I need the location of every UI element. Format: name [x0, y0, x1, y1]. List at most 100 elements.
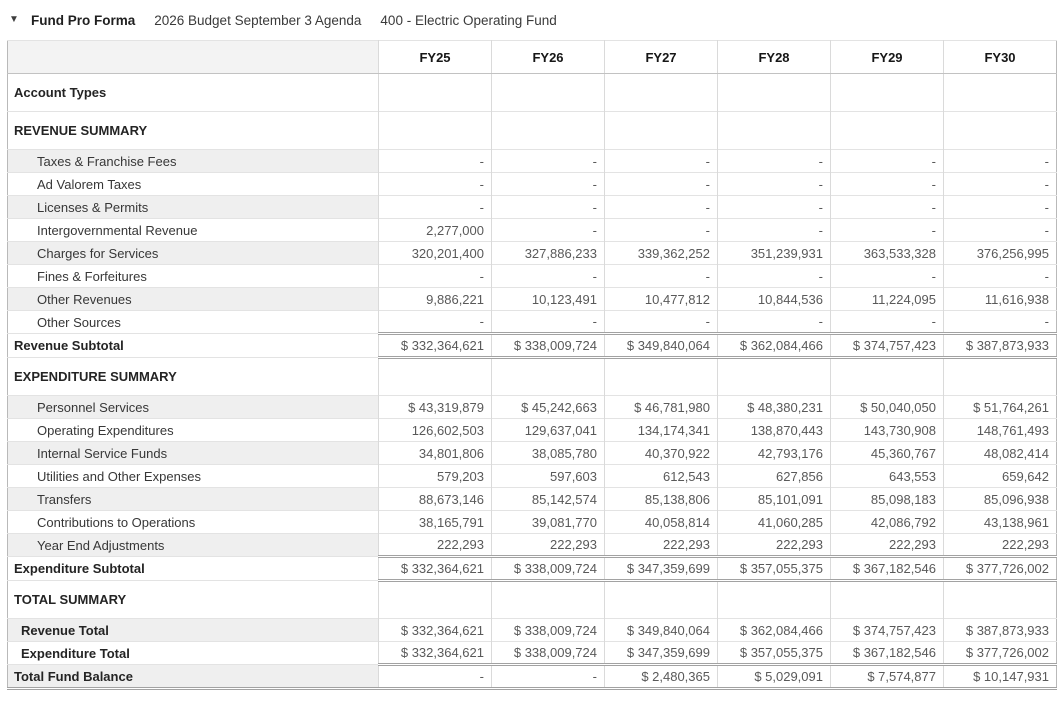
- value-cell: -: [491, 310, 605, 334]
- value-cell: -: [604, 149, 718, 173]
- value-cell: 43,138,961: [943, 510, 1057, 534]
- value-cell: $ 347,359,699: [604, 641, 718, 665]
- row-label: Expenditure Total: [7, 641, 379, 665]
- value-cell: 85,096,938: [943, 487, 1057, 511]
- value-cell: 222,293: [830, 533, 944, 557]
- value-cell: -: [717, 195, 831, 219]
- value-cell: -: [604, 172, 718, 196]
- table-row: Personnel Services $ 43,319,879 $ 45,242,6…: [7, 395, 1057, 419]
- row-label: Transfers: [7, 487, 379, 511]
- value-cell: 42,793,176: [717, 441, 831, 465]
- value-cell: 88,673,146: [378, 487, 492, 511]
- value-cell: -: [604, 264, 718, 288]
- value-cell: -: [943, 172, 1057, 196]
- value-cell: 129,637,041: [491, 418, 605, 442]
- column-header: FY29: [830, 40, 944, 74]
- table-row: Ad Valorem Taxes - - - - - -: [7, 172, 1057, 196]
- value-cell: -: [491, 663, 605, 690]
- value-cell: [830, 580, 944, 619]
- value-cell: 627,856: [717, 464, 831, 488]
- column-header: FY27: [604, 40, 718, 74]
- table-row: Transfers 88,673,146 85,142,574 85,138,806 8…: [7, 487, 1057, 511]
- row-label: Operating Expenditures: [7, 418, 379, 442]
- value-cell: 320,201,400: [378, 241, 492, 265]
- value-cell: $ 367,182,546: [830, 555, 944, 582]
- value-cell: 222,293: [717, 533, 831, 557]
- value-cell: 10,844,536: [717, 287, 831, 311]
- row-label: Fines & Forfeitures: [7, 264, 379, 288]
- table-row: Intergovernmental Revenue 2,277,000- - - - -: [7, 218, 1057, 242]
- budget-context-label: 2026 Budget September 3 Agenda: [154, 12, 362, 28]
- value-cell: 643,553: [830, 464, 944, 488]
- value-cell: 85,098,183: [830, 487, 944, 511]
- value-cell: 39,081,770: [491, 510, 605, 534]
- column-header: FY30: [943, 40, 1057, 74]
- value-cell: [604, 580, 718, 619]
- value-cell: [491, 111, 605, 150]
- value-cell: [604, 357, 718, 396]
- value-cell: $ 357,055,375: [717, 641, 831, 665]
- value-cell: 45,360,767: [830, 441, 944, 465]
- value-cell: $ 362,084,466: [717, 332, 831, 359]
- row-label: Charges for Services: [7, 241, 379, 265]
- value-cell: [943, 357, 1057, 396]
- table-row: Revenue Total $ 332,364,621 $ 338,009,724 $…: [7, 618, 1057, 642]
- value-cell: -: [491, 195, 605, 219]
- value-cell: 10,477,812: [604, 287, 718, 311]
- table-row: REVENUE SUMMARY: [7, 111, 1057, 150]
- row-label: Licenses & Permits: [7, 195, 379, 219]
- value-cell: $ 48,380,231: [717, 395, 831, 419]
- table-row: Revenue Subtotal $ 332,364,621 $ 338,009,7…: [7, 332, 1057, 359]
- row-label: Revenue Total: [7, 618, 379, 642]
- pro-forma-grid-container: FY25 FY26 FY27 FY28 FY29 FY30 Account Types RE…: [0, 40, 1062, 690]
- value-cell: -: [378, 195, 492, 219]
- value-cell: [943, 73, 1057, 112]
- column-header: FY28: [717, 40, 831, 74]
- value-cell: 659,642: [943, 464, 1057, 488]
- value-cell: 48,082,414: [943, 441, 1057, 465]
- value-cell: $ 5,029,091: [717, 663, 831, 690]
- value-cell: -: [943, 149, 1057, 173]
- value-cell: 222,293: [378, 533, 492, 557]
- table-row: Taxes & Franchise Fees - - - - - -: [7, 149, 1057, 173]
- value-cell: $ 387,873,933: [943, 332, 1057, 359]
- value-cell: 42,086,792: [830, 510, 944, 534]
- value-cell: $ 43,319,879: [378, 395, 492, 419]
- table-row: Expenditure Total $ 332,364,621 $ 338,009,…: [7, 641, 1057, 665]
- value-cell: [830, 111, 944, 150]
- table-row: Expenditure Subtotal $ 332,364,621 $ 338,0…: [7, 555, 1057, 582]
- value-cell: $ 332,364,621: [378, 332, 492, 359]
- value-cell: $ 338,009,724: [491, 332, 605, 359]
- value-cell: $ 10,147,931: [943, 663, 1057, 690]
- table-row: Charges for Services 320,201,400 327,886,2…: [7, 241, 1057, 265]
- value-cell: -: [604, 310, 718, 334]
- value-cell: $ 374,757,423: [830, 618, 944, 642]
- value-cell: -: [717, 310, 831, 334]
- column-header: FY25: [378, 40, 492, 74]
- value-cell: 38,085,780: [491, 441, 605, 465]
- row-label: Ad Valorem Taxes: [7, 172, 379, 196]
- collapse-chevron-icon[interactable]: ▼: [9, 14, 19, 25]
- value-cell: [378, 73, 492, 112]
- value-cell: -: [717, 218, 831, 242]
- value-cell: -: [378, 264, 492, 288]
- value-cell: -: [717, 172, 831, 196]
- value-cell: 9,886,221: [378, 287, 492, 311]
- value-cell: 363,533,328: [830, 241, 944, 265]
- value-cell: 38,165,791: [378, 510, 492, 534]
- row-label: REVENUE SUMMARY: [7, 111, 379, 150]
- value-cell: 376,256,995: [943, 241, 1057, 265]
- page-title: Fund Pro Forma: [31, 12, 136, 28]
- row-label: Revenue Subtotal: [7, 333, 379, 358]
- value-cell: 40,058,814: [604, 510, 718, 534]
- value-cell: $ 338,009,724: [491, 555, 605, 582]
- value-cell: 126,602,503: [378, 418, 492, 442]
- table-row: Internal Service Funds 34,801,806 38,085,7…: [7, 441, 1057, 465]
- value-cell: -: [717, 149, 831, 173]
- value-cell: -: [943, 218, 1057, 242]
- value-cell: [604, 111, 718, 150]
- value-cell: $ 45,242,663: [491, 395, 605, 419]
- table-row: Year End Adjustments 222,293 222,293 222,29…: [7, 533, 1057, 557]
- value-cell: 11,616,938: [943, 287, 1057, 311]
- value-cell: [491, 73, 605, 112]
